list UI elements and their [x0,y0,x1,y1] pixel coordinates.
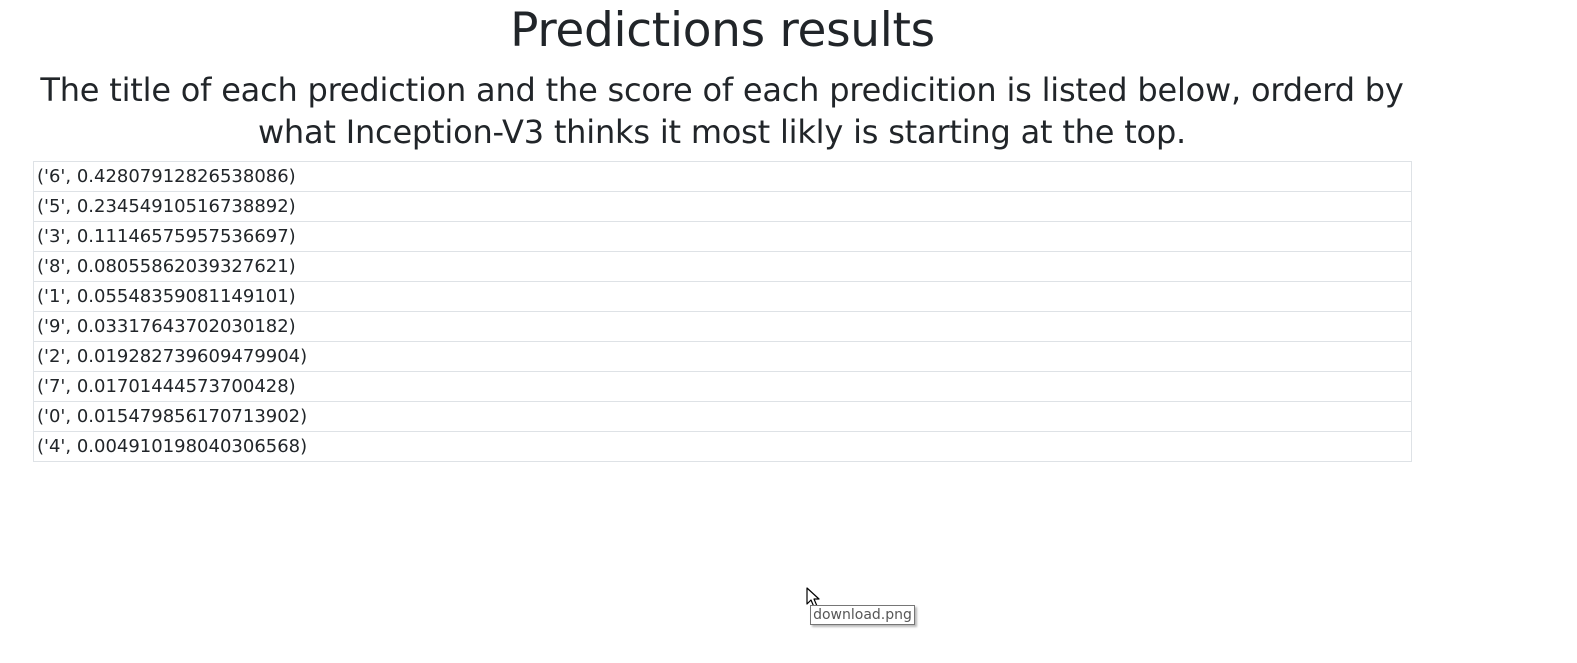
predictions-table: ('6', 0.42807912826538086) ('5', 0.23454… [33,161,1412,462]
prediction-cell: ('7', 0.01701444573700428) [33,371,1412,402]
prediction-cell: ('2', 0.019282739609479904) [33,341,1412,372]
table-row: ('0', 0.015479856170713902) [33,401,1412,432]
table-row: ('9', 0.03317643702030182) [33,311,1412,342]
table-row: ('2', 0.019282739609479904) [33,341,1412,372]
prediction-cell: ('3', 0.11146575957536697) [33,221,1412,252]
table-row: ('6', 0.42807912826538086) [33,161,1412,192]
prediction-cell: ('0', 0.015479856170713902) [33,401,1412,432]
table-row: ('3', 0.11146575957536697) [33,221,1412,252]
file-tooltip: download.png [810,605,915,625]
page-title: Predictions results [510,3,935,58]
table-row: ('4', 0.004910198040306568) [33,431,1412,462]
prediction-cell: ('6', 0.42807912826538086) [33,161,1412,192]
prediction-cell: ('8', 0.08055862039327621) [33,251,1412,282]
table-row: ('5', 0.23454910516738892) [33,191,1412,222]
table-row: ('8', 0.08055862039327621) [33,251,1412,282]
table-row: ('1', 0.05548359081149101) [33,281,1412,312]
table-row: ('7', 0.01701444573700428) [33,371,1412,402]
prediction-cell: ('4', 0.004910198040306568) [33,431,1412,462]
page-subtitle: The title of each prediction and the sco… [40,71,1404,151]
prediction-cell: ('5', 0.23454910516738892) [33,191,1412,222]
prediction-cell: ('1', 0.05548359081149101) [33,281,1412,312]
prediction-cell: ('9', 0.03317643702030182) [33,311,1412,342]
